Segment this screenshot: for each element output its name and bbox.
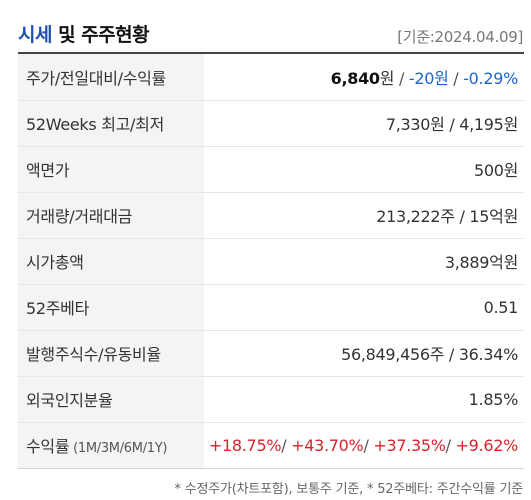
table-row-shares: 발행주식수/유동비율 56,849,456주 / 36.34% — [18, 330, 524, 377]
price-change: -20원 — [408, 68, 449, 88]
row-value: 7,330원 / 4,195원 — [204, 100, 524, 147]
section-title-rest: 및 주주현황 — [51, 24, 150, 46]
current-price: 6,840 — [330, 68, 380, 88]
row-label: 52주베타 — [18, 284, 204, 331]
row-label: 주가/전일대비/수익률 — [18, 54, 204, 101]
row-value: 56,849,456주 / 36.34% — [204, 330, 524, 377]
separator: / — [394, 68, 409, 88]
row-label: 거래량/거래대금 — [18, 192, 204, 239]
footnote: * 수정주가(차트포함), 보통주 기준, * 52주베타: 주간수익률 기준 — [174, 482, 523, 497]
separator: / — [281, 435, 292, 455]
price-unit: 원 — [379, 68, 395, 88]
table-row-returns: 수익률 (1M/3M/6M/1Y) +18.75%/ +43.70%/ +37.… — [18, 422, 524, 469]
price-change-rate: -0.29% — [463, 68, 518, 88]
return-1y: +9.62% — [455, 435, 519, 455]
table-row-foreign: 외국인지분율 1.85% — [18, 376, 524, 423]
return-3m: +43.70% — [291, 435, 364, 455]
row-label: 시가총액 — [18, 238, 204, 285]
separator: / — [363, 435, 374, 455]
separator: / — [445, 435, 456, 455]
row-label: 수익률 (1M/3M/6M/1Y) — [18, 422, 204, 469]
row-label: 액면가 — [18, 146, 204, 193]
table-row-beta: 52주베타 0.51 — [18, 284, 524, 331]
row-label: 외국인지분율 — [18, 376, 204, 423]
base-date: [기준:2024.04.09] — [397, 28, 523, 46]
row-label: 발행주식수/유동비율 — [18, 330, 204, 377]
section-title: 시세 및 주주현황 — [18, 20, 150, 47]
header-divider — [18, 52, 524, 54]
table-row-price: 주가/전일대비/수익률 6,840원 / -20원 / -0.29% — [18, 54, 524, 101]
row-label: 52Weeks 최고/최저 — [18, 100, 204, 147]
returns-periods: (1M/3M/6M/1Y) — [69, 441, 168, 456]
separator: / — [448, 68, 464, 88]
row-value-price: 6,840원 / -20원 / -0.29% — [204, 54, 524, 101]
row-value-returns: +18.75%/ +43.70%/ +37.35%/ +9.62% — [204, 422, 524, 469]
table-row-52weeks: 52Weeks 최고/최저 7,330원 / 4,195원 — [18, 100, 524, 147]
return-1m: +18.75% — [208, 435, 282, 455]
table-row-volume: 거래량/거래대금 213,222주 / 15억원 — [18, 192, 524, 239]
table-row-par-value: 액면가 500원 — [18, 146, 524, 193]
row-value: 500원 — [204, 146, 524, 193]
return-6m: +37.35% — [373, 435, 446, 455]
row-value: 0.51 — [204, 284, 524, 331]
section-title-accent: 시세 — [18, 24, 52, 46]
row-value: 3,889억원 — [204, 238, 524, 285]
returns-label: 수익률 — [26, 437, 70, 456]
section-header: 시세 및 주주현황 [기준:2024.04.09] — [0, 0, 531, 54]
market-info-table: 주가/전일대비/수익률 6,840원 / -20원 / -0.29% 52Wee… — [18, 54, 524, 469]
table-row-market-cap: 시가총액 3,889억원 — [18, 238, 524, 285]
row-value: 213,222주 / 15억원 — [204, 192, 524, 239]
row-value: 1.85% — [204, 376, 524, 423]
